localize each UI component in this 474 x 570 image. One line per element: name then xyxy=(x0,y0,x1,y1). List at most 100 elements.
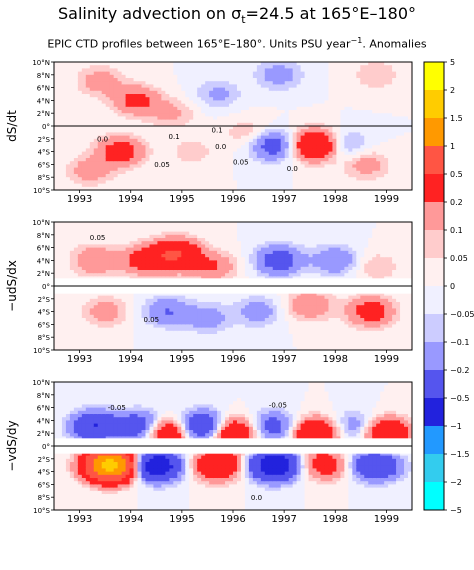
contour-label: 0.0 xyxy=(287,165,298,173)
field-cell xyxy=(169,244,174,249)
field-cell xyxy=(145,244,151,249)
field-cell xyxy=(177,148,182,153)
field-cell xyxy=(177,71,182,76)
field-cell xyxy=(165,238,170,242)
field-cell xyxy=(161,263,166,268)
field-cell xyxy=(157,180,162,185)
field-cell xyxy=(89,302,95,306)
field-cell xyxy=(85,318,91,322)
field-cell xyxy=(181,90,186,95)
field-cell xyxy=(304,164,310,169)
field-cell xyxy=(137,135,143,140)
field-cell xyxy=(169,241,174,245)
field-cell xyxy=(137,148,143,153)
field-cell xyxy=(173,154,178,159)
field-cell xyxy=(65,257,71,261)
field-cell xyxy=(288,177,294,181)
field-cell xyxy=(109,132,115,137)
field-cell xyxy=(113,164,119,169)
field-cell xyxy=(109,228,115,233)
field-cell xyxy=(125,126,131,130)
field-cell xyxy=(236,116,242,121)
field-cell xyxy=(296,84,302,89)
field-cell xyxy=(221,129,226,133)
field-cell xyxy=(404,148,409,153)
field-cell xyxy=(169,122,174,127)
field-cell xyxy=(392,154,397,159)
field-cell xyxy=(233,68,238,73)
field-cell xyxy=(360,142,365,146)
field-cell xyxy=(161,244,166,249)
field-cell xyxy=(260,183,266,188)
field-cell xyxy=(197,116,202,121)
field-cell xyxy=(173,257,178,261)
field-cell xyxy=(332,84,338,89)
field-cell xyxy=(54,305,59,309)
field-cell xyxy=(300,119,306,124)
field-cell xyxy=(312,74,318,79)
field-cell xyxy=(272,167,278,172)
field-cell xyxy=(356,158,361,162)
field-cell xyxy=(121,302,127,306)
field-cell xyxy=(97,295,103,300)
field-cell xyxy=(340,65,345,69)
field-cell xyxy=(256,148,262,153)
field-cell xyxy=(85,94,91,98)
field-cell xyxy=(344,132,349,137)
field-cell xyxy=(117,273,123,277)
field-cell xyxy=(73,167,79,172)
field-cell xyxy=(173,183,178,188)
field-cell xyxy=(344,158,349,162)
field-cell xyxy=(161,122,166,127)
field-cell xyxy=(169,250,174,255)
field-cell xyxy=(101,327,107,332)
field-cell xyxy=(177,142,182,146)
field-cell xyxy=(248,183,254,188)
field-cell xyxy=(73,106,79,111)
field-cell xyxy=(264,97,270,101)
field-cell xyxy=(324,174,330,178)
field-cell xyxy=(229,164,234,169)
field-cell xyxy=(221,158,226,162)
field-cell xyxy=(117,119,123,124)
field-cell xyxy=(380,78,385,82)
field-cell xyxy=(93,174,99,178)
field-cell xyxy=(324,167,330,172)
field-cell xyxy=(81,81,87,85)
field-cell xyxy=(73,273,79,277)
field-cell xyxy=(276,119,282,124)
field-cell xyxy=(221,183,226,188)
field-cell xyxy=(137,145,143,149)
field-cell xyxy=(201,174,206,178)
field-cell xyxy=(205,65,210,69)
field-cell xyxy=(145,100,151,105)
field-cell xyxy=(65,135,71,140)
field-cell xyxy=(276,145,282,149)
field-cell xyxy=(185,241,190,245)
field-cell xyxy=(380,145,385,149)
field-cell xyxy=(169,231,174,236)
field-cell xyxy=(149,177,155,181)
field-cell xyxy=(272,135,278,140)
field-cell xyxy=(77,321,83,325)
field-cell xyxy=(272,145,278,149)
field-cell xyxy=(229,170,234,175)
field-cell xyxy=(54,170,59,175)
field-cell xyxy=(117,78,123,82)
field-cell xyxy=(89,324,95,329)
field-cell xyxy=(348,110,353,114)
field-cell xyxy=(137,177,143,181)
field-cell xyxy=(54,273,59,277)
field-cell xyxy=(165,308,170,313)
field-cell xyxy=(272,126,278,130)
field-cell xyxy=(209,186,214,190)
field-cell xyxy=(201,161,206,165)
field-cell xyxy=(197,106,202,111)
field-cell xyxy=(268,132,274,137)
field-cell xyxy=(85,247,91,252)
field-cell xyxy=(236,183,242,188)
field-cell xyxy=(296,154,302,159)
field-cell xyxy=(101,113,107,117)
field-cell xyxy=(157,161,162,165)
field-cell xyxy=(54,302,59,306)
